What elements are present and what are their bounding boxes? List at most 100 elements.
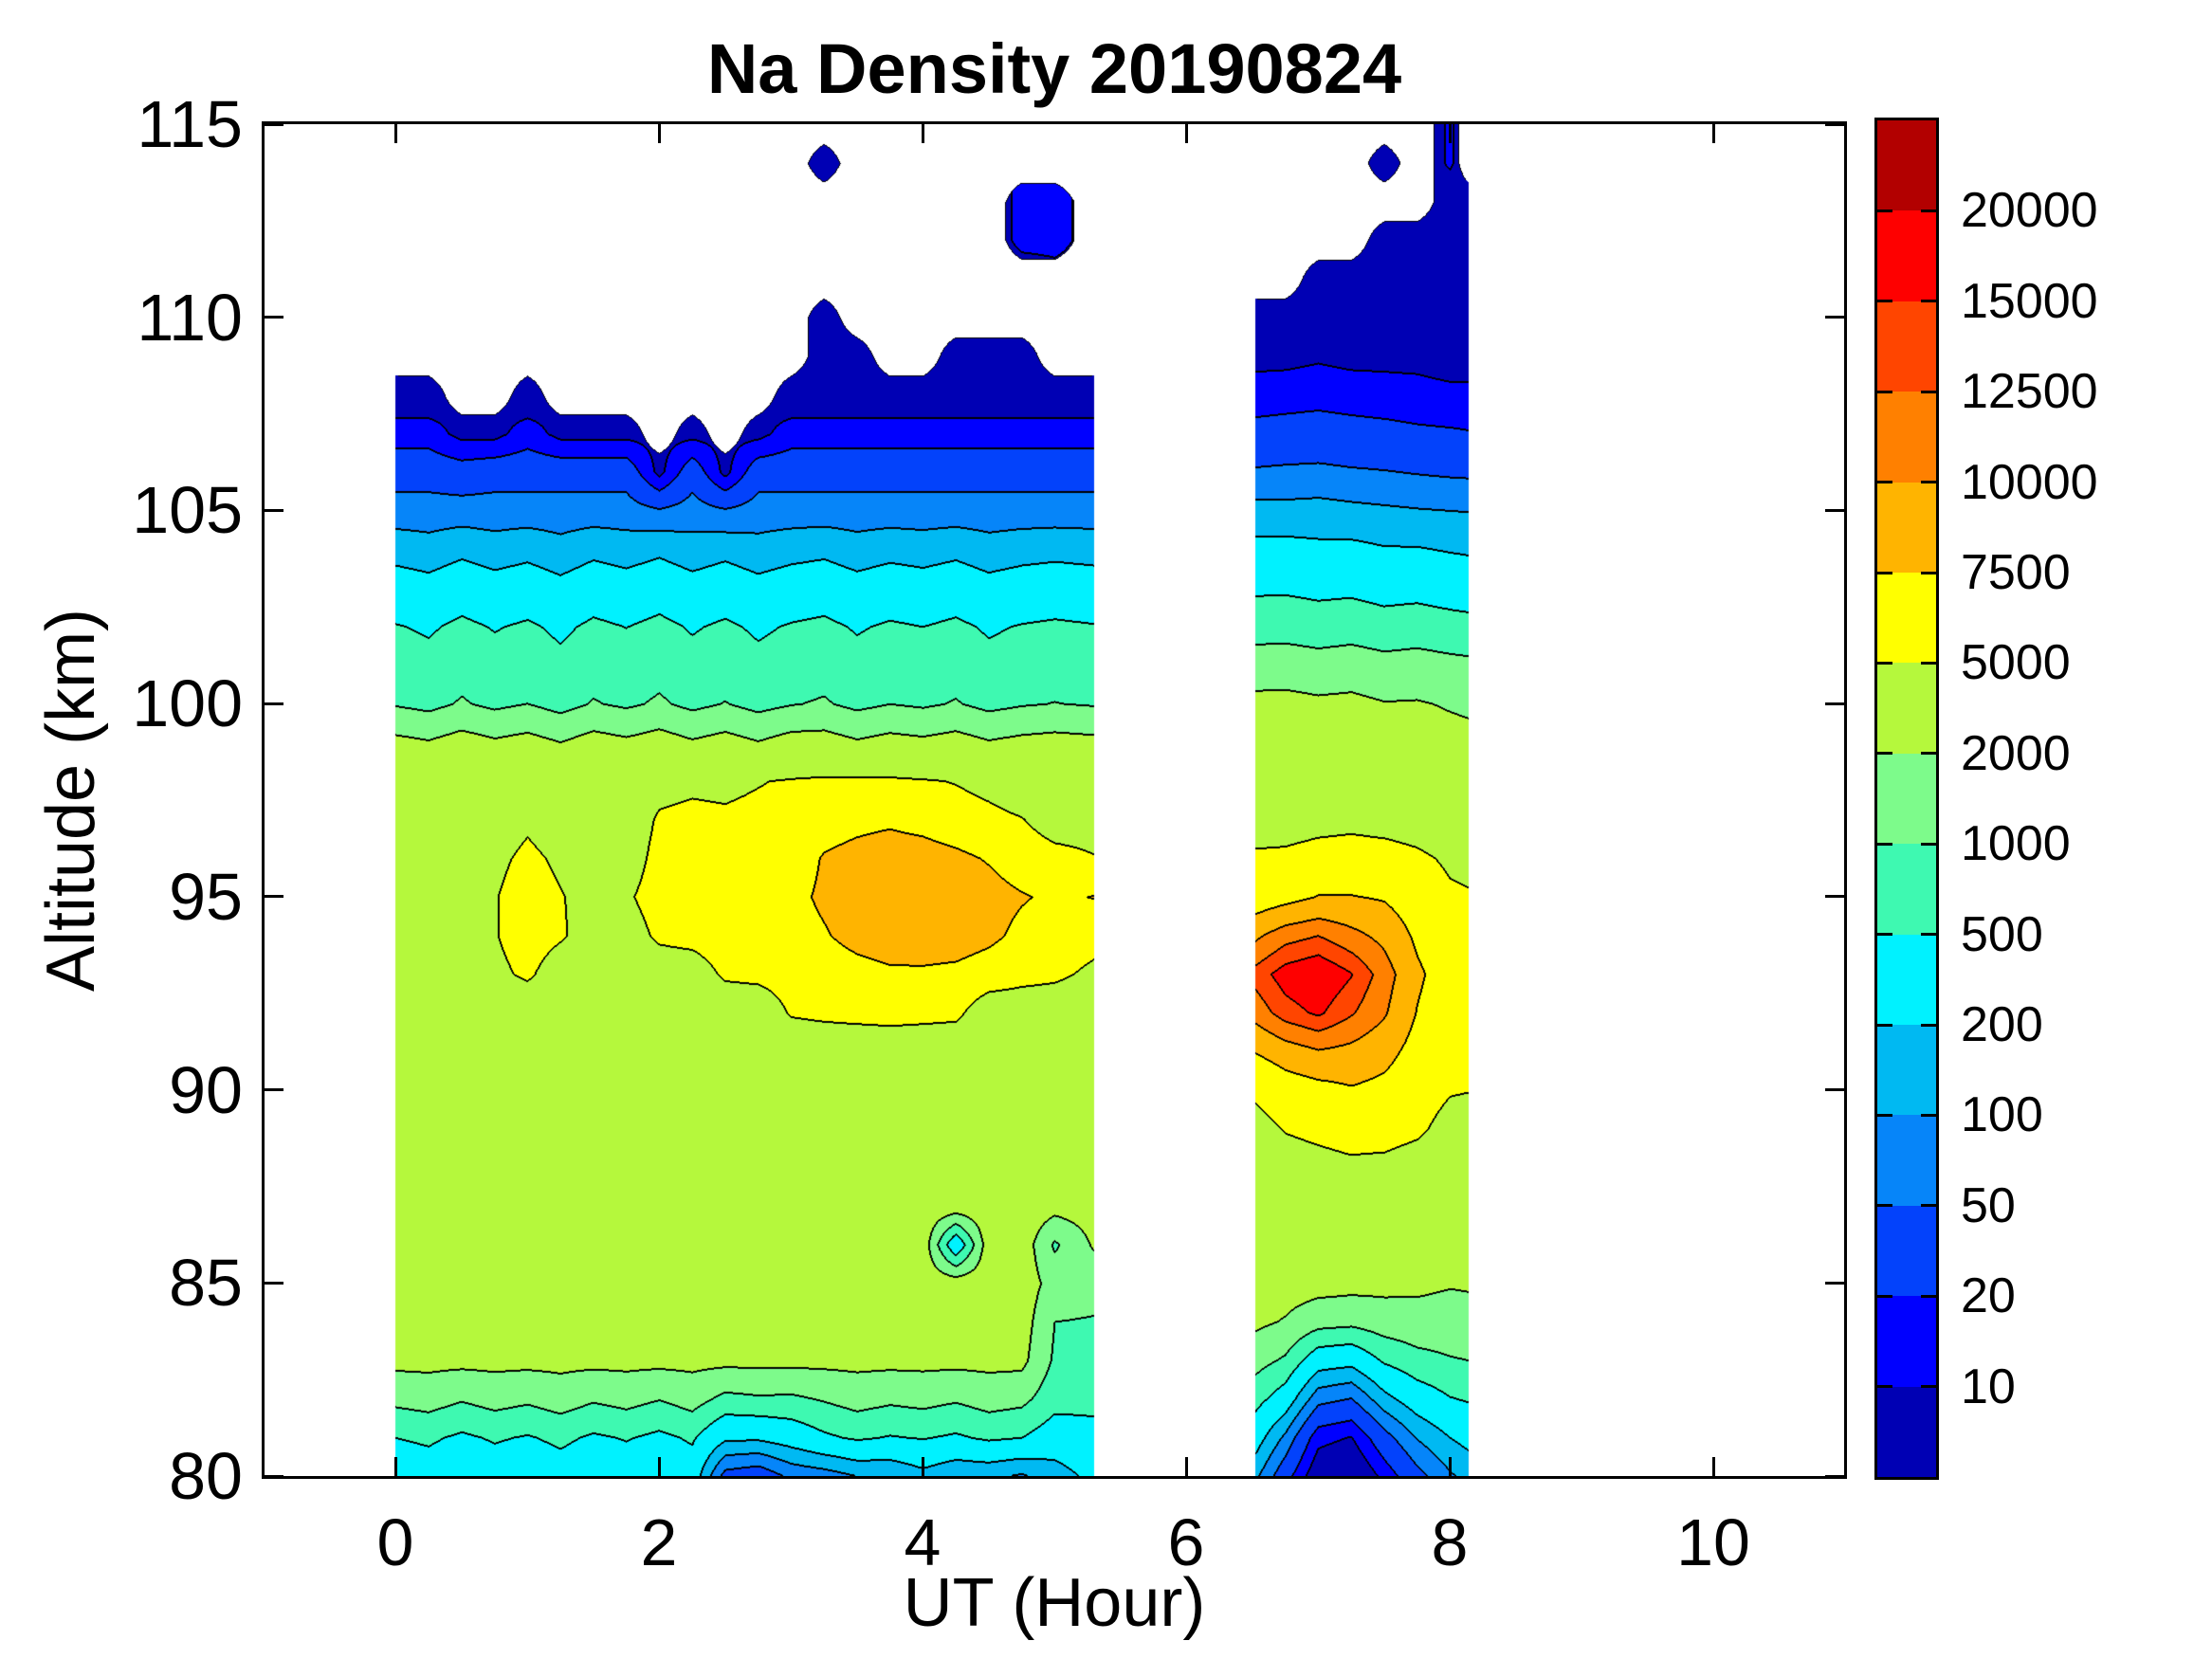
x-tick <box>393 1457 397 1476</box>
y-tick-right <box>1825 316 1844 319</box>
colorbar-tick <box>1921 933 1936 937</box>
colorbar-tick-left <box>1877 661 1892 665</box>
colorbar <box>1874 118 1939 1480</box>
colorbar-tick-left <box>1877 933 1892 937</box>
colorbar-tick <box>1921 571 1936 574</box>
colorbar-band <box>1877 210 1936 301</box>
x-tick-top <box>657 124 661 143</box>
x-tick-top <box>921 124 924 143</box>
chart-title: Na Density 20190824 <box>706 29 1402 108</box>
colorbar-tick <box>1921 209 1936 212</box>
x-tick-label: 10 <box>1676 1505 1750 1579</box>
colorbar-band <box>1877 301 1936 392</box>
x-axis-label: UT (Hour) <box>903 1565 1206 1641</box>
y-tick-right <box>1825 122 1844 126</box>
y-tick-label: 90 <box>169 1052 243 1127</box>
y-tick-label: 95 <box>169 859 243 934</box>
colorbar-tick-label: 100 <box>1961 1087 2043 1143</box>
colorbar-tick-label: 12500 <box>1961 364 2098 420</box>
x-tick <box>1184 1457 1188 1476</box>
y-axis-label: Altitude (km) <box>33 608 109 993</box>
x-tick-top <box>1711 124 1715 143</box>
y-tick-label: 115 <box>137 87 243 161</box>
y-tick-right <box>1825 895 1844 899</box>
colorbar-tick-left <box>1877 1294 1892 1298</box>
colorbar-tick-label: 1000 <box>1961 816 2071 872</box>
colorbar-band <box>1877 753 1936 845</box>
y-tick-label: 110 <box>137 280 243 355</box>
colorbar-tick-label: 50 <box>1961 1177 2016 1233</box>
x-tick-label: 6 <box>1167 1505 1205 1579</box>
colorbar-band <box>1877 1296 1936 1387</box>
colorbar-band <box>1877 120 1936 211</box>
x-tick-label: 4 <box>904 1505 941 1579</box>
colorbar-band <box>1877 934 1936 1026</box>
colorbar-tick-left <box>1877 1385 1892 1389</box>
colorbar-tick-left <box>1877 1204 1892 1208</box>
colorbar-tick-left <box>1877 390 1892 393</box>
colorbar-band <box>1877 1025 1936 1116</box>
x-tick <box>657 1457 661 1476</box>
colorbar-tick-label: 200 <box>1961 997 2043 1052</box>
y-tick <box>265 895 283 899</box>
colorbar-tick-label: 20000 <box>1961 183 2098 239</box>
y-tick-right <box>1825 702 1844 705</box>
x-tick <box>1448 1457 1452 1476</box>
y-tick-label: 85 <box>169 1246 243 1321</box>
colorbar-tick-left <box>1877 1113 1892 1117</box>
y-tick-right <box>1825 508 1844 512</box>
y-tick-right <box>1825 1281 1844 1285</box>
colorbar-tick-label: 5000 <box>1961 635 2071 691</box>
colorbar-tick <box>1921 300 1936 303</box>
x-tick-top <box>1184 124 1188 143</box>
colorbar-tick-left <box>1877 481 1892 484</box>
colorbar-tick-label: 500 <box>1961 906 2043 962</box>
y-tick <box>265 1088 283 1092</box>
x-tick <box>921 1457 924 1476</box>
colorbar-tick-label: 10 <box>1961 1358 2016 1414</box>
colorbar-tick <box>1921 752 1936 756</box>
colorbar-tick-left <box>1877 571 1892 574</box>
colorbar-tick-label: 10000 <box>1961 454 2098 510</box>
colorbar-tick-label: 2000 <box>1961 725 2071 781</box>
colorbar-tick-left <box>1877 300 1892 303</box>
colorbar-tick <box>1921 661 1936 665</box>
colorbar-tick <box>1921 1385 1936 1389</box>
colorbar-tick-label: 15000 <box>1961 273 2098 329</box>
y-tick-label: 80 <box>169 1439 243 1513</box>
colorbar-band <box>1877 1386 1936 1478</box>
colorbar-band <box>1877 392 1936 483</box>
colorbar-tick-left <box>1877 752 1892 756</box>
colorbar-tick <box>1921 1113 1936 1117</box>
contour-canvas <box>265 124 1844 1476</box>
colorbar-band <box>1877 663 1936 754</box>
colorbar-tick-label: 7500 <box>1961 545 2071 600</box>
colorbar-tick-left <box>1877 842 1892 846</box>
colorbar-tick <box>1921 842 1936 846</box>
x-tick-top <box>1448 124 1452 143</box>
colorbar-band <box>1877 844 1936 935</box>
y-tick-right <box>1825 1088 1844 1092</box>
y-tick <box>265 316 283 319</box>
colorbar-band <box>1877 1205 1936 1297</box>
colorbar-tick-left <box>1877 1023 1892 1027</box>
y-tick <box>265 1474 283 1478</box>
x-tick-top <box>393 124 397 143</box>
y-tick <box>265 122 283 126</box>
colorbar-tick <box>1921 1023 1936 1027</box>
colorbar-tick <box>1921 1294 1936 1298</box>
colorbar-tick-left <box>1877 209 1892 212</box>
colorbar-band <box>1877 573 1936 664</box>
x-tick <box>1711 1457 1715 1476</box>
colorbar-band <box>1877 482 1936 574</box>
y-tick <box>265 508 283 512</box>
y-tick <box>265 702 283 705</box>
colorbar-band <box>1877 1115 1936 1206</box>
x-tick-label: 0 <box>376 1505 414 1579</box>
colorbar-tick <box>1921 390 1936 393</box>
colorbar-tick <box>1921 1204 1936 1208</box>
plot-area <box>262 121 1847 1479</box>
y-tick <box>265 1281 283 1285</box>
colorbar-tick-label: 20 <box>1961 1268 2016 1324</box>
